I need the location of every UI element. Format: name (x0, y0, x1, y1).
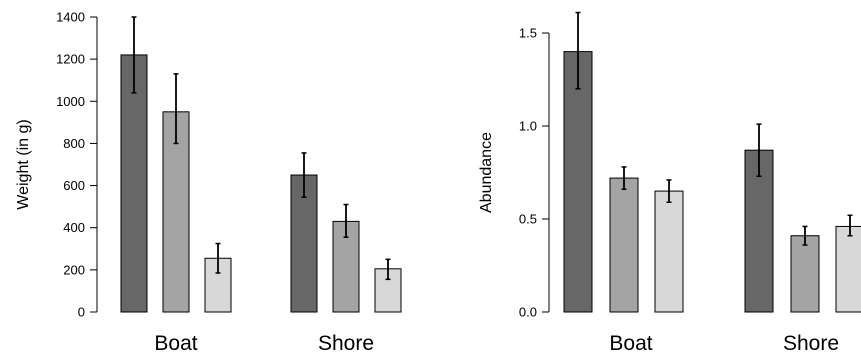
y-tick-label: 600 (63, 178, 85, 193)
abundance-chart: 0.0 0.5 1.0 1.5 Abundance Boat Shore (478, 11, 861, 355)
bar (835, 225, 861, 313)
bar (654, 190, 684, 313)
bar (744, 149, 774, 313)
y-tick-label: 0 (78, 305, 85, 320)
bar (790, 235, 820, 313)
category-label: Shore (318, 332, 374, 355)
category-label: Shore (783, 332, 839, 355)
y-tick-label: 400 (63, 220, 85, 235)
y-tick-label: 1400 (56, 10, 85, 25)
y-tick-label: 200 (63, 262, 85, 277)
category-label: Boat (154, 332, 197, 355)
y-tick-label: 1000 (56, 94, 85, 109)
bar (563, 51, 593, 313)
y-tick-label: 0.0 (519, 305, 537, 320)
y-tick-label: 1.0 (519, 119, 537, 134)
y-tick-label: 1200 (56, 52, 85, 67)
y-tick-label: 1.5 (519, 26, 537, 41)
y-tick-label: 800 (63, 136, 85, 151)
y-axis-title: Abundance (478, 132, 495, 213)
bar (120, 54, 148, 313)
bar (609, 177, 639, 313)
y-axis-title: Weight (in g) (15, 119, 32, 209)
weight-chart: 0 200 400 600 800 1000 1200 1400 Weight (in g) Bo… (15, 10, 402, 355)
y-tick-label: 0.5 (519, 212, 537, 227)
category-label: Boat (609, 332, 652, 355)
